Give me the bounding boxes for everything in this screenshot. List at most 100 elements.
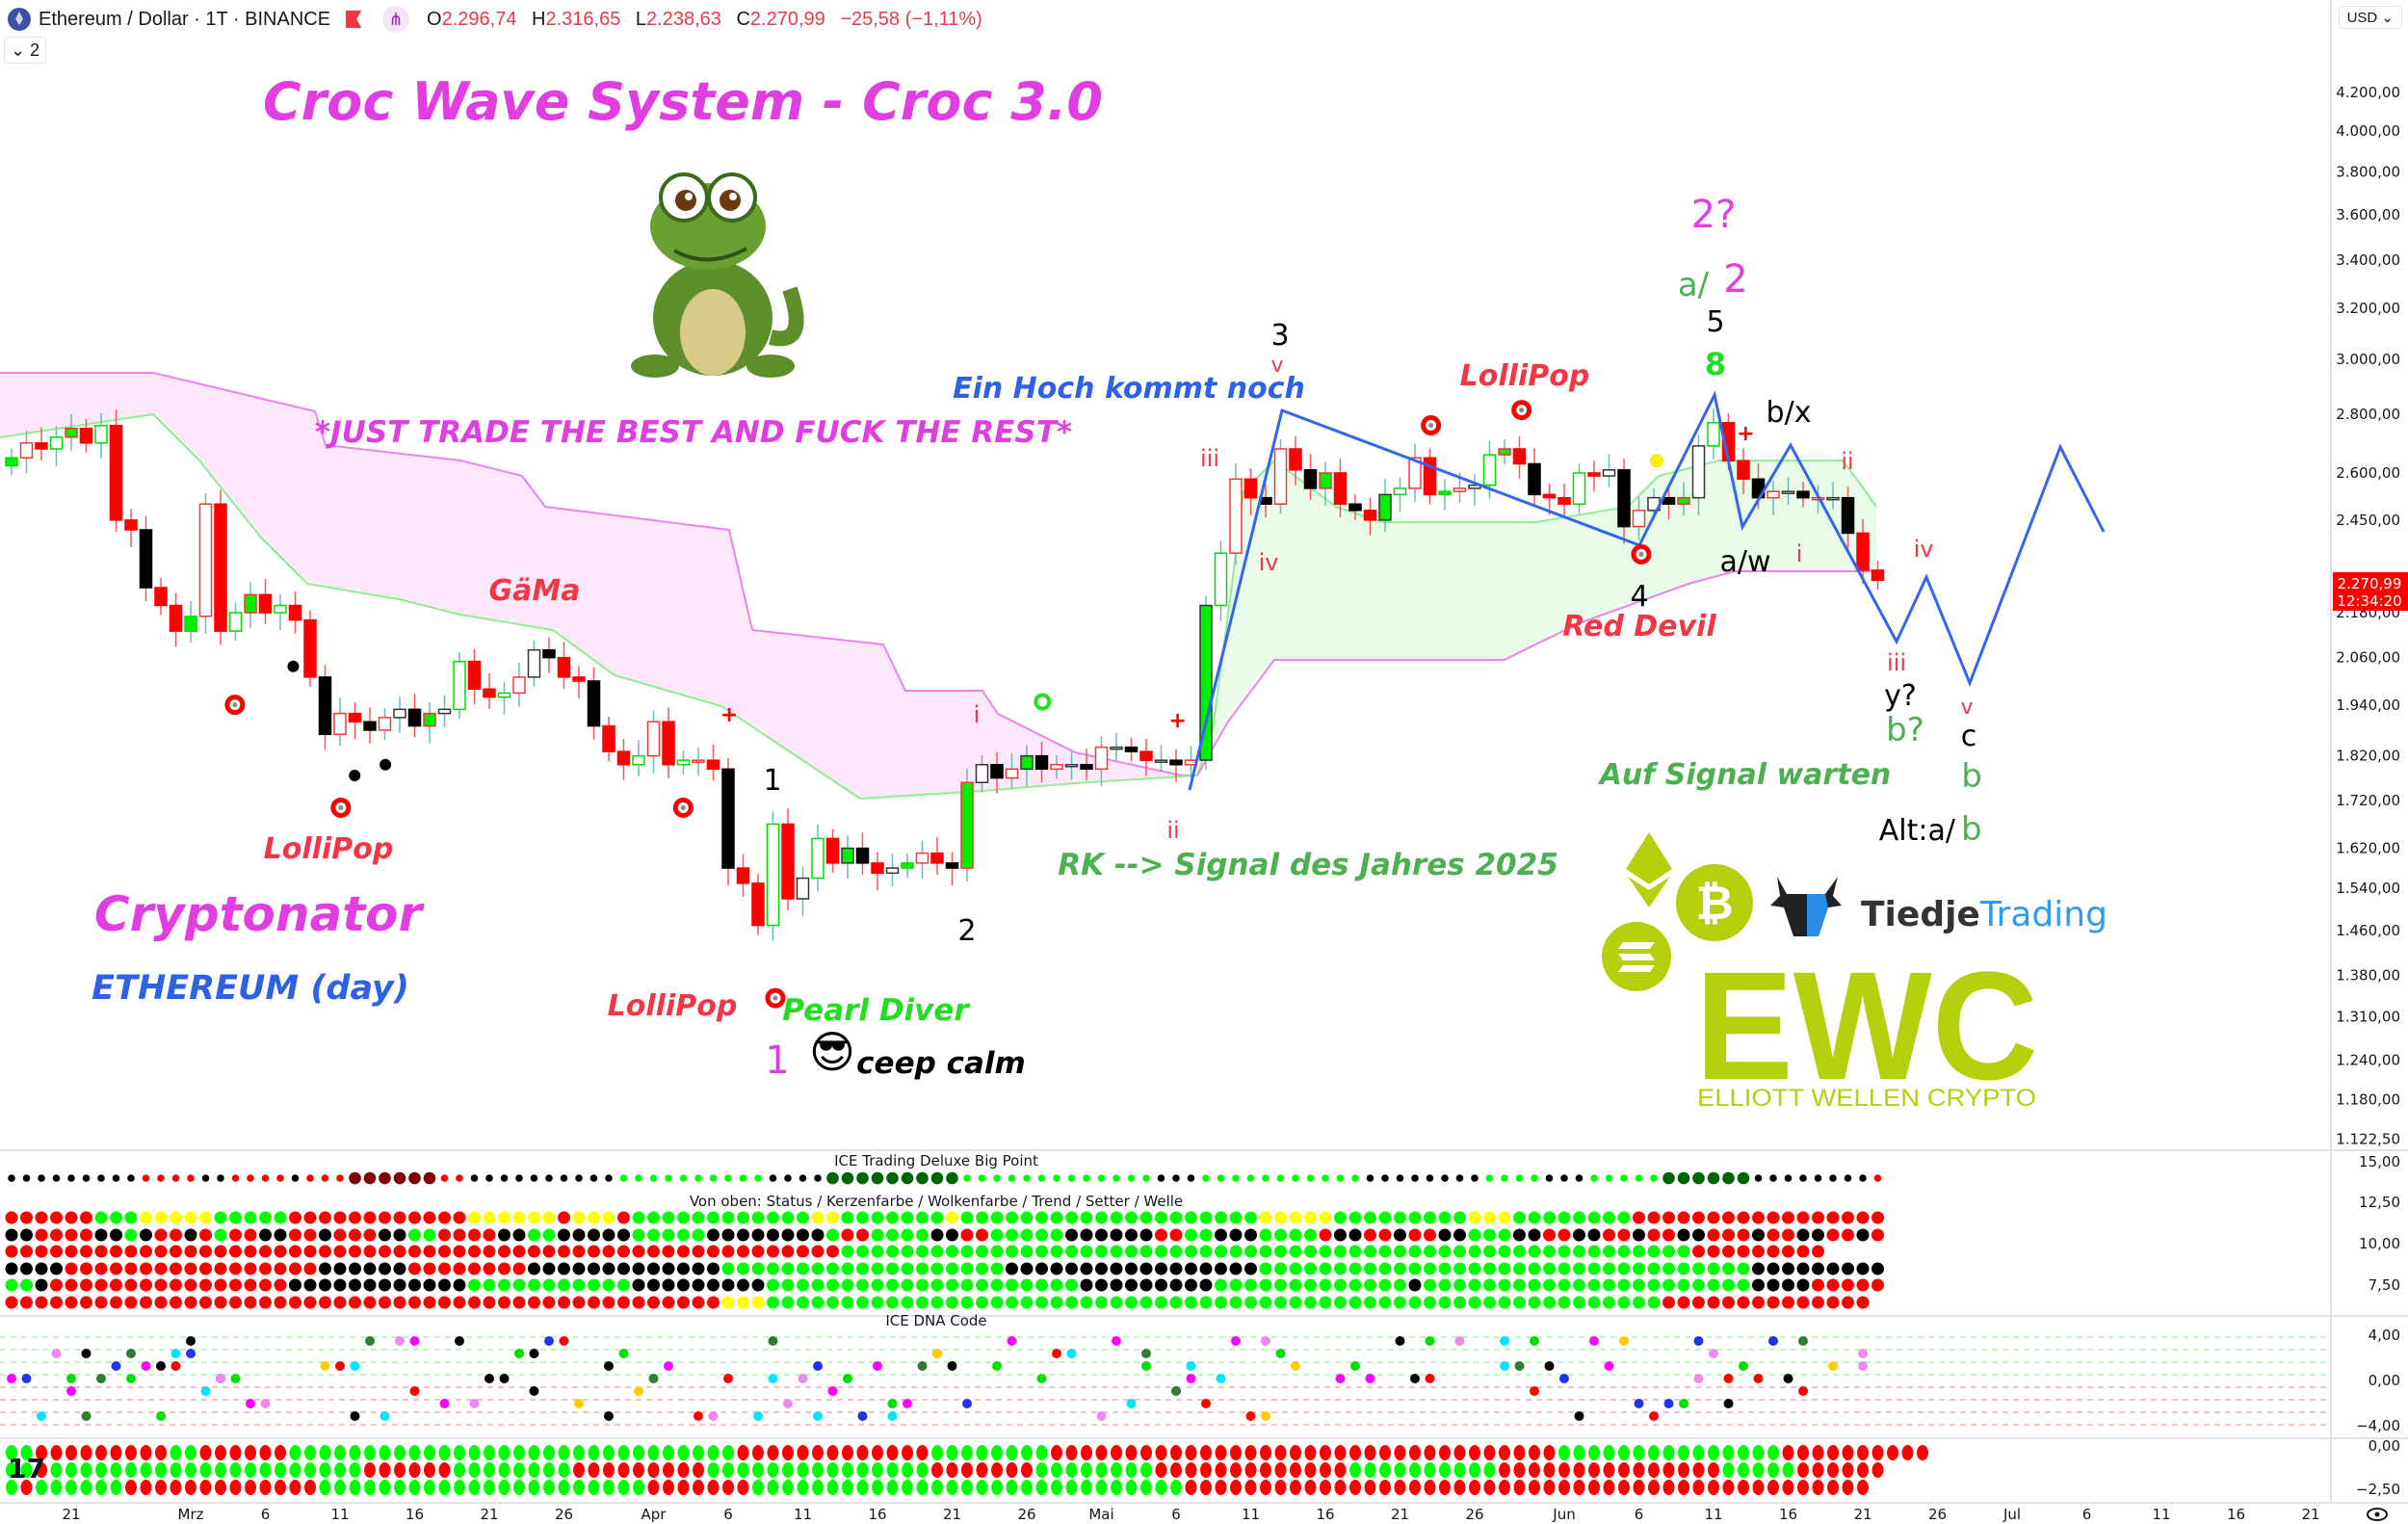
status-dot [1199,1278,1213,1292]
bottom-status-dot [1170,1480,1182,1495]
status-dot [1647,1278,1661,1292]
lollipop-marker-icon [765,987,786,1009]
bottom-status-dot [304,1445,316,1460]
wave-a-w-label: a/w [1719,545,1770,579]
big-point-dot [1262,1174,1269,1182]
red-devil-label: Red Devil [1562,610,1716,644]
bottom-status-dot [364,1462,376,1478]
bottom-status-dot [1021,1480,1033,1495]
status-dot [946,1296,958,1309]
candle [945,852,959,886]
bottom-status-dot [1827,1480,1839,1495]
chart-title-text: Croc Wave System - Croc 3.0 [263,71,1103,132]
status-dot [1573,1262,1585,1275]
time-axis-label: 11 [1242,1506,1260,1523]
status-dot [797,1278,809,1292]
candle [1199,595,1213,771]
bottom-status-dot [1006,1480,1018,1495]
currency-selector[interactable]: USD ⌄ [2338,6,2402,29]
candle [1050,754,1063,779]
dna-dot [514,1349,524,1358]
status-dot [1110,1228,1123,1242]
status-dot [707,1296,720,1309]
settings-eye-icon[interactable] [2367,1508,2388,1521]
status-dot [1573,1296,1585,1309]
bottom-status-dot [647,1462,660,1478]
status-dot [901,1262,914,1275]
status-dot [1244,1245,1257,1258]
dna-dot [350,1411,360,1421]
dna-dot [1112,1336,1121,1346]
candle [855,832,870,875]
status-dot [1573,1278,1585,1292]
low-value: 2.238,63 [646,8,721,30]
big-point-dot [1531,1174,1538,1182]
candle [1796,482,1810,508]
status-dot [1692,1296,1705,1309]
big-point-dot [1276,1174,1285,1182]
signal-8-label: 8 [1705,346,1726,382]
candle [363,707,377,744]
status-dot [214,1228,227,1242]
bottom-status-dot [1692,1445,1705,1460]
time-axis-label: 6 [723,1506,733,1523]
cryptonator-text: Cryptonator [94,886,426,942]
status-dot [1125,1296,1138,1309]
candle [1871,561,1885,591]
tradingview-logo[interactable]: 17 [8,1453,45,1485]
flag-icon[interactable] [346,11,362,28]
bottom-status-dot [946,1445,958,1460]
bottom-status-dot [1842,1462,1854,1478]
cloud-line-green [1196,459,1877,776]
plus-marker-icon: + [1737,422,1754,446]
annotations: Croc Wave System - Croc 3.0 *JUST TRADE … [92,71,1982,1083]
candle [1333,459,1348,518]
status-dot [602,1211,615,1224]
indicator-axis-label: −4,00 [2356,1417,2400,1434]
bottom-status-dot [946,1480,958,1495]
candle [154,578,168,616]
status-dot [588,1211,600,1224]
bottom-status-dot [916,1480,929,1495]
bottom-status-dot [842,1480,853,1495]
status-dot [289,1228,301,1242]
status-dot [483,1245,496,1258]
status-dot [423,1245,436,1258]
dna-dot [1798,1386,1808,1396]
status-dot [677,1296,690,1309]
status-dot [199,1211,212,1224]
status-dot [1006,1262,1018,1275]
bottom-status-dot [1529,1445,1540,1460]
bottom-status-dot [543,1462,555,1478]
bottom-status-dot [1290,1480,1301,1495]
status-dot [1035,1262,1048,1275]
big-point-dot [1292,1174,1299,1182]
status-dot [50,1262,63,1275]
bottom-status-dot [65,1462,77,1478]
symbol-title[interactable]: Ethereum / Dollar · 1T · BINANCE [39,8,331,30]
bottom-status-dot [1708,1462,1719,1478]
bottom-status-dot [334,1462,346,1478]
symbol-legend[interactable]: Ethereum / Dollar · 1T · BINANCE ⋔ O2.29… [8,6,992,33]
big-point-dot [1515,1174,1524,1182]
status-dot [901,1211,914,1224]
share-icon[interactable]: ⋔ [382,6,410,33]
bottom-status-dot [1603,1480,1615,1495]
status-dot [841,1262,854,1275]
bottom-status-dot [931,1462,943,1478]
bottom-status-dot [588,1462,600,1478]
bottom-status-dot [1588,1462,1600,1478]
status-dot [1319,1211,1332,1224]
wave-4-label: 4 [1630,580,1648,614]
candle [1303,454,1318,500]
big-point-dot [231,1174,240,1182]
bottom-status-dot [229,1445,242,1460]
dna-dot [1454,1336,1465,1346]
dna-dot [917,1361,928,1371]
status-dot [170,1211,182,1224]
legend-toggle-button[interactable]: ⌄ 2 [4,37,47,64]
status-dot [856,1262,869,1275]
price-axis-label: 3.800,00 [2336,163,2400,180]
bottom-status-dot [1797,1462,1809,1478]
